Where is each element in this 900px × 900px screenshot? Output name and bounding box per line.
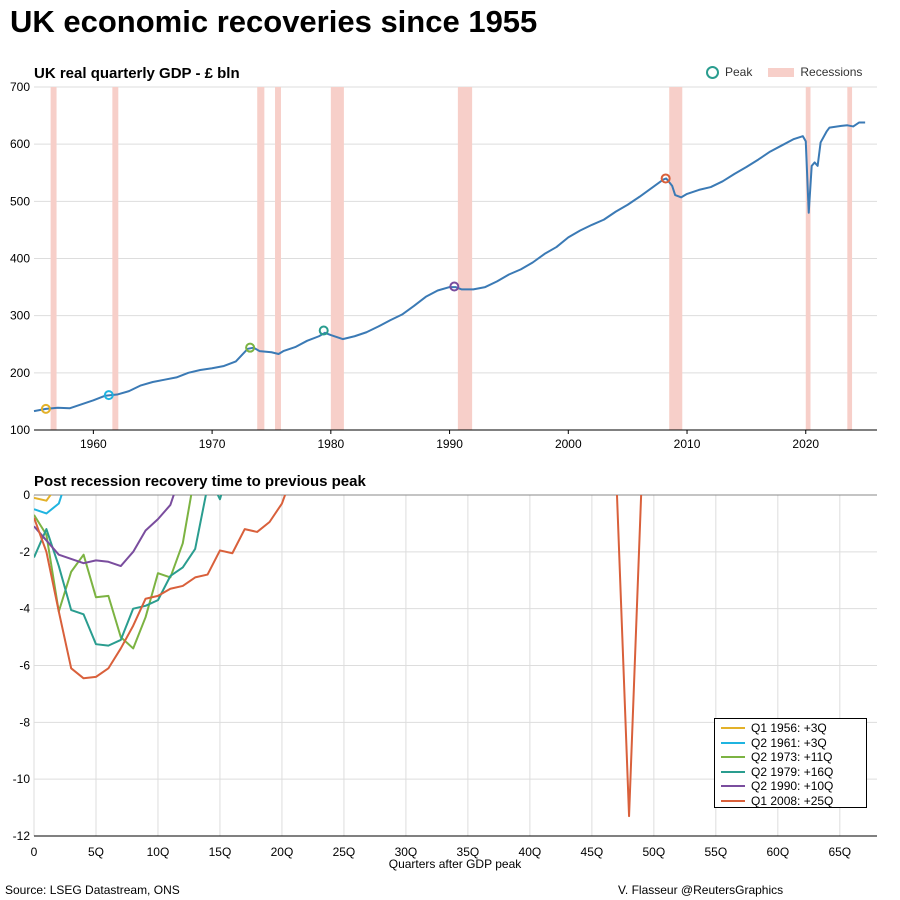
recession-band: [330, 87, 344, 430]
recovery-series-line: [34, 495, 643, 818]
gdp-y-tick-label: 500: [10, 194, 30, 208]
credit-note: V. Flasseur @ReutersGraphics: [618, 883, 784, 897]
recession-band: [257, 87, 265, 430]
recovery-x-tick-label: 20Q: [271, 845, 294, 859]
recovery-x-tick-label: 55Q: [704, 845, 727, 859]
recovery-y-tick-label: 0: [23, 488, 30, 502]
gdp-chart: 100 200 300 400 500 600 700 1960 1970 1980 1990 200…: [10, 80, 877, 451]
gdp-x-tick-label: 1980: [317, 437, 344, 451]
legend-entry-label: Q2 1979: +16Q: [751, 764, 834, 779]
gdp-y-tick-label: 700: [10, 80, 30, 94]
recovery-x-tick-label: 45Q: [581, 845, 604, 859]
legend-swatch-icon: [721, 785, 745, 788]
legend-entry: Q2 1973: +11Q: [715, 750, 866, 765]
legend-entry-label: Q2 1961: +3Q: [751, 735, 827, 750]
recovery-x-tick-label: 60Q: [766, 845, 789, 859]
recovery-chart-title: Post recession recovery time to previous…: [34, 473, 366, 490]
peak-marker: [449, 281, 460, 292]
recovery-y-tick-label: -12: [13, 829, 31, 843]
gdp-y-tick-label: 600: [10, 137, 30, 151]
recovery-x-tick-label: 25Q: [333, 845, 356, 859]
recession-swatch-icon: [768, 67, 795, 77]
legend-entry-label: Q1 1956: +3Q: [751, 721, 827, 736]
peak-marker: [318, 325, 329, 336]
peak-marker: [660, 173, 671, 184]
recovery-lines: [34, 495, 643, 818]
recovery-x-axis-label: Quarters after GDP peak: [389, 857, 523, 871]
recovery-series-line: [34, 495, 193, 650]
source-note: Source: LSEG Datastream, ONS: [5, 883, 180, 897]
gdp-y-tick-label: 200: [10, 366, 30, 380]
legend-entry: Q2 1961: +3Q: [715, 736, 866, 751]
legend-entry-label: Q1 2008: +25Q: [751, 793, 834, 808]
peak-marker: [245, 342, 256, 353]
recovery-x-tick-label: 35Q: [457, 845, 480, 859]
recovery-x-tick-label: 15Q: [209, 845, 232, 859]
gdp-chart-title: UK real quarterly GDP - £ bln: [34, 65, 240, 82]
recovery-chart: 0-2-4-6-8-10-120 5Q 10Q 15Q 20Q 25Q 30Q 35Q 40Q 4…: [13, 488, 877, 859]
gdp-x-tick-label: 2000: [555, 437, 582, 451]
recovery-x-tick-label: 30Q: [395, 845, 418, 859]
recovery-series-line: [34, 495, 63, 515]
gdp-x-tick-label: 1960: [80, 437, 107, 451]
recession-band: [847, 87, 853, 430]
legend-swatch-icon: [721, 799, 745, 802]
recovery-y-tick-label: -2: [19, 545, 30, 559]
recession-band: [112, 87, 119, 430]
recovery-y-tick-label: -6: [19, 659, 30, 673]
recession-band: [275, 87, 281, 430]
recession-band: [669, 87, 683, 430]
recession-band: [457, 87, 473, 430]
legend-entry: Q1 1956: +3Q: [715, 721, 866, 736]
page-title: UK economic recoveries since 1955: [10, 4, 538, 39]
recovery-x-tick-label: 10Q: [147, 845, 170, 859]
recovery-x-tick-label: 40Q: [519, 845, 542, 859]
recovery-x-tick-label: 65Q: [828, 845, 851, 859]
legend-entry: Q2 1979: +16Q: [715, 765, 866, 780]
recovery-x-tick-label: 5Q: [88, 845, 104, 859]
legend-swatch-icon: [721, 727, 745, 730]
legend-peak-label: Peak: [725, 65, 753, 79]
gdp-x-tick-label: 2020: [792, 437, 819, 451]
recession-band: [50, 87, 57, 430]
recovery-y-tick-label: -10: [13, 772, 31, 786]
recovery-series-line: [34, 495, 52, 502]
peak-marker-icon: [706, 65, 719, 79]
recovery-y-tick-label: -4: [19, 602, 30, 616]
gdp-x-tick-label: 2010: [674, 437, 701, 451]
legend-entry: Q1 2008: +25Q: [715, 794, 866, 809]
gdp-y-tick-label: 300: [10, 309, 30, 323]
gdp-legend: Peak Recessions: [706, 65, 862, 79]
legend-entry-label: Q2 1990: +10Q: [751, 779, 834, 794]
recovery-series-line: [34, 495, 223, 647]
legend-swatch-icon: [721, 756, 745, 759]
recovery-y-tick-label: -8: [19, 715, 30, 729]
gdp-x-tick-label: 1970: [199, 437, 226, 451]
recession-band: [805, 87, 811, 430]
peak-marker: [103, 390, 114, 401]
gdp-y-tick-label: 400: [10, 252, 30, 266]
peak-marker: [40, 403, 51, 414]
gdp-x-tick-label: 1990: [436, 437, 463, 451]
gdp-series-line: [33, 121, 866, 413]
legend-entry-label: Q2 1973: +11Q: [751, 750, 833, 765]
legend-entry: Q2 1990: +10Q: [715, 779, 866, 794]
legend-swatch-icon: [721, 741, 745, 744]
recovery-series-line: [34, 495, 175, 568]
recovery-x-tick-label: 50Q: [643, 845, 666, 859]
recovery-legend: Q1 1956: +3Q Q2 1961: +3Q Q2 1973: +11Q Q2 …: [714, 718, 867, 808]
recovery-x-tick-label: 0: [31, 845, 38, 859]
legend-recessions-label: Recessions: [800, 65, 863, 79]
legend-swatch-icon: [721, 770, 745, 773]
gdp-y-tick-label: 100: [10, 423, 30, 437]
